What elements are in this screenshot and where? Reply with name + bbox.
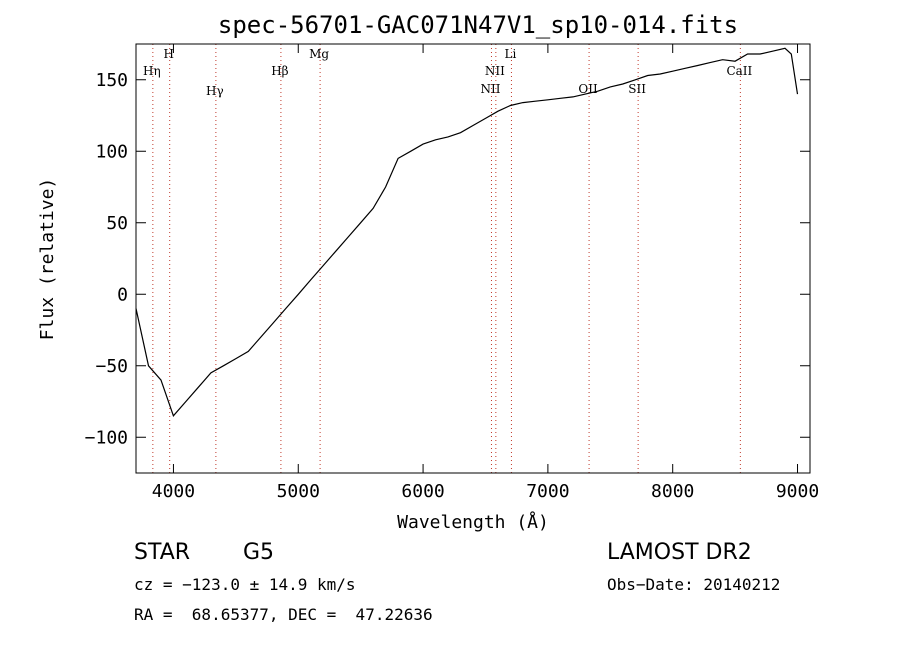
x-axis-ticks: 4000 5000 6000 7000 8000 9000 (152, 44, 819, 502)
redshift-cz: cz = −123.0 ± 14.9 km/s (134, 575, 356, 594)
x-axis-label: Wavelength (Å) (397, 511, 549, 533)
y-tick-label: 50 (106, 213, 128, 234)
line-marker-label: SII (628, 82, 646, 96)
spectrum-chart: spec-56701-GAC071N47V1_sp10-014.fits HηH… (37, 11, 819, 533)
y-axis-label: Flux (relative) (37, 178, 58, 341)
object-type: STAR (134, 540, 191, 565)
line-marker-label: Hη (143, 64, 161, 78)
line-marker-label: Hγ (206, 84, 224, 98)
observation-date: Obs−Date: 20140212 (607, 575, 781, 594)
line-marker-label: NII (480, 82, 500, 96)
coordinates: RA = 68.65377, DEC = 47.22636 (134, 605, 433, 624)
x-tick-label: 7000 (526, 481, 569, 502)
x-tick-label: 8000 (651, 481, 694, 502)
x-tick-label: 5000 (277, 481, 320, 502)
spectral-class: G5 (243, 540, 275, 565)
y-tick-label: 150 (95, 70, 128, 91)
y-tick-label: 0 (117, 284, 128, 305)
flux-series (135, 47, 799, 417)
line-marker-label: CaII (726, 64, 752, 78)
line-marker-label: NII (485, 64, 505, 78)
x-tick-label: 4000 (152, 481, 195, 502)
x-tick-label: 6000 (401, 481, 444, 502)
y-axis-ticks: −100 −50 0 50 100 150 (85, 70, 810, 448)
x-tick-label: 9000 (776, 481, 819, 502)
line-marker-label: Hβ (271, 64, 288, 78)
line-marker-label: Mg (309, 47, 329, 61)
y-tick-label: −50 (95, 356, 128, 377)
y-tick-label: 100 (95, 141, 128, 162)
plot-frame (135, 43, 811, 474)
survey-name: LAMOST DR2 (607, 540, 752, 565)
flux-line (135, 47, 799, 417)
y-tick-label: −100 (85, 427, 128, 448)
line-marker-label: Li (505, 47, 517, 61)
line-marker-label: H (163, 47, 173, 61)
chart-title: spec-56701-GAC071N47V1_sp10-014.fits (218, 11, 738, 39)
